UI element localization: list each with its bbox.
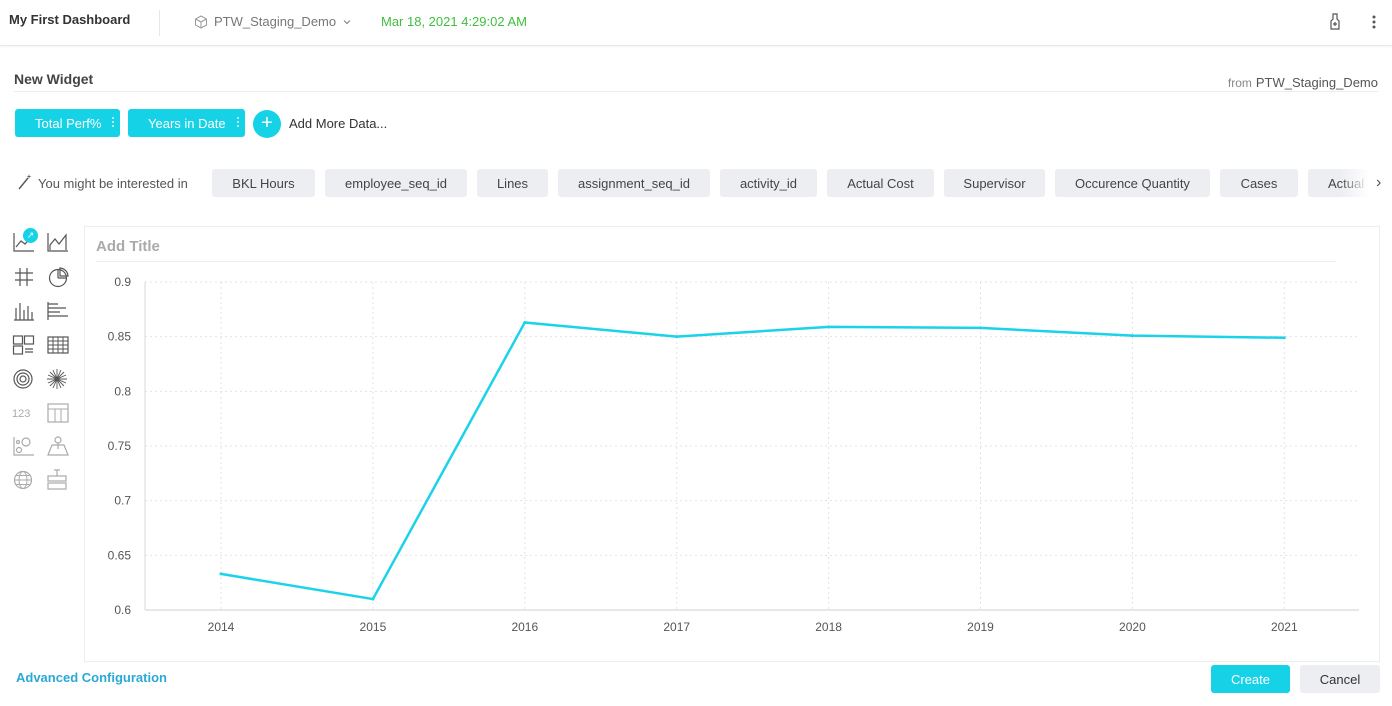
x-tick-label: 2018 [815, 620, 842, 634]
last-updated-timestamp: Mar 18, 2021 4:29:02 AM [381, 14, 527, 29]
x-tick-label: 2017 [663, 620, 690, 634]
pie-chart-icon[interactable] [46, 266, 70, 288]
y-tick-label: 0.75 [108, 439, 132, 453]
series-line [220, 321, 1285, 601]
chart-container [84, 226, 1380, 662]
data-point [523, 320, 527, 324]
y-tick-label: 0.8 [114, 384, 131, 398]
data-pill-total-perf[interactable]: Total Perf% [15, 109, 120, 137]
data-point [1130, 334, 1134, 338]
cancel-button[interactable]: Cancel [1300, 665, 1380, 693]
suggestion-chip[interactable]: assignment_seq_id [558, 169, 710, 197]
y-tick-label: 0.6 [114, 603, 131, 617]
sunburst-icon[interactable] [46, 368, 70, 390]
box-plot-icon[interactable] [46, 469, 70, 491]
globe-map-icon[interactable] [12, 469, 36, 491]
chart-title-input[interactable]: Add Title [96, 238, 160, 255]
x-tick-label: 2015 [360, 620, 387, 634]
data-point [371, 597, 375, 601]
y-tick-label: 0.7 [114, 494, 131, 508]
number-icon[interactable]: 123 [12, 402, 36, 424]
bar-chart-icon[interactable] [46, 300, 70, 322]
data-point [219, 572, 223, 576]
map-area-icon[interactable] [46, 435, 70, 457]
data-point [827, 325, 831, 329]
from-label: from [1227, 76, 1252, 90]
data-point [1282, 336, 1286, 340]
pivot-grid-icon[interactable] [12, 266, 36, 288]
chevron-down-icon [343, 19, 351, 24]
x-tick-label: 2014 [208, 620, 235, 634]
from-source-name: PTW_Staging_Demo [1255, 75, 1378, 90]
svg-text:123: 123 [12, 408, 30, 420]
suggestion-chip[interactable]: Occurence Quantity [1055, 169, 1210, 197]
magic-wand-icon [18, 174, 32, 190]
x-tick-label: 2019 [967, 620, 994, 634]
pill-menu-icon[interactable] [112, 117, 114, 129]
pill-menu-icon[interactable] [237, 117, 239, 129]
datasource-selector[interactable]: PTW_Staging_Demo [194, 14, 352, 29]
add-more-data-label[interactable]: Add More Data... [289, 116, 388, 131]
suggestions-label: You might be interested in [38, 176, 188, 191]
data-pill-label: Years in Date [148, 115, 226, 131]
data-point [979, 326, 982, 330]
line-chart: 0.6 0.65 0.7 0.75 0.8 0.85 0.9 2014 2015 2016 2017… [108, 275, 1359, 634]
x-tick-label: 2021 [1271, 620, 1298, 634]
top-bar: My First Dashboard PTW_Staging_Demo Mar … [0, 0, 1392, 46]
indicator-icon[interactable] [12, 334, 36, 356]
x-tick-label: 2016 [511, 620, 538, 634]
suggestion-chip[interactable]: BKL Hours [212, 169, 315, 197]
y-tick-label: 0.85 [108, 330, 132, 344]
more-vertical-icon[interactable] [1366, 13, 1382, 31]
create-button[interactable]: Create [1211, 665, 1290, 693]
chart-title-underline [96, 261, 1336, 262]
datasource-name: PTW_Staging_Demo [214, 14, 337, 29]
dashboard-title[interactable]: My First Dashboard [9, 12, 131, 27]
header-divider [159, 10, 160, 36]
data-pill-label: Total Perf% [35, 115, 102, 131]
suggestion-chip[interactable]: employee_seq_id [325, 169, 467, 197]
chevron-right-icon[interactable]: › [1376, 174, 1382, 191]
data-pill-years-in-date[interactable]: Years in Date [128, 109, 245, 137]
suggestion-chip[interactable]: Supervisor [944, 169, 1045, 197]
datasource-cube-icon [195, 14, 207, 29]
data-point [675, 335, 679, 339]
table-icon[interactable] [46, 334, 70, 356]
widget-header-divider [14, 91, 1378, 92]
scatter-table-icon[interactable] [46, 402, 70, 424]
x-tick-label: 2020 [1119, 620, 1146, 634]
scatter-chart-icon[interactable] [12, 435, 36, 457]
selected-chart-badge: ↗ [23, 228, 38, 243]
suggestion-chip[interactable]: activity_id [720, 169, 817, 197]
suggestion-chip[interactable]: Cases [1220, 169, 1298, 197]
suggestion-chip[interactable]: Lines [477, 169, 548, 197]
widget-title[interactable]: New Widget [14, 71, 94, 87]
widget-source: from PTW_Staging_Demo [1228, 75, 1378, 90]
suggestion-chip[interactable]: Actual Cost [827, 169, 934, 197]
advanced-configuration-link[interactable]: Advanced Configuration [16, 670, 167, 685]
column-chart-icon[interactable] [12, 300, 36, 322]
polar-chart-icon[interactable] [12, 368, 36, 390]
y-tick-label: 0.65 [108, 548, 132, 562]
area-chart-icon[interactable] [46, 231, 70, 253]
suggestions-fade [1340, 169, 1376, 197]
y-tick-label: 0.9 [114, 275, 131, 289]
add-data-button[interactable]: + [253, 110, 281, 138]
clear-filters-icon[interactable] [1327, 13, 1343, 31]
